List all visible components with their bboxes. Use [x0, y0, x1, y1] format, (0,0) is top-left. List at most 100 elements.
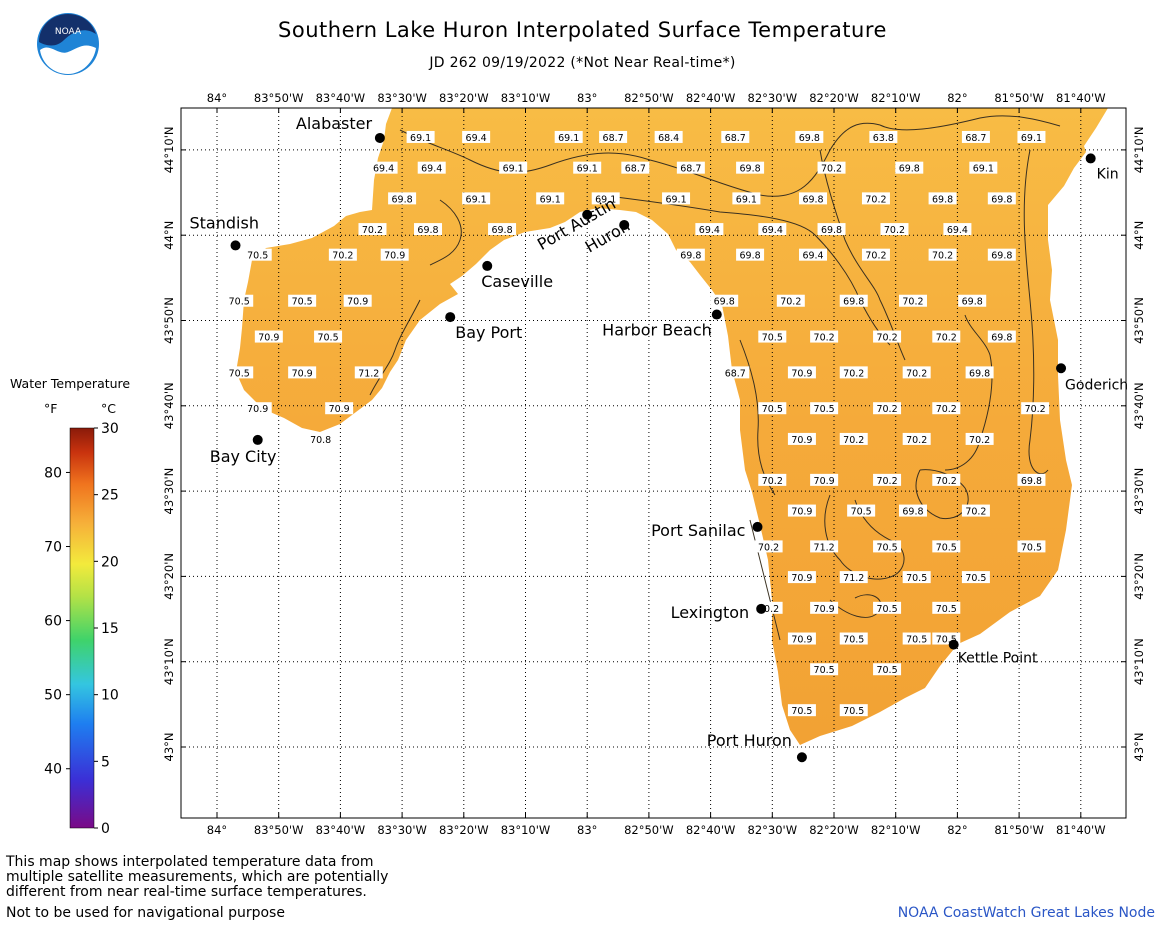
temperature-value: 69.8: [987, 248, 1016, 262]
legend-f-label: 80: [44, 465, 62, 481]
value-text: 70.2: [936, 476, 957, 487]
logo-text: NOAA: [55, 27, 82, 37]
temperature-value: 70.5: [314, 330, 343, 344]
value-text: 70.5: [791, 706, 812, 717]
value-box: [969, 161, 998, 174]
value-text: 69.4: [802, 251, 823, 262]
place-marker: Goderich: [1056, 363, 1128, 393]
temperature-value: 69.4: [695, 223, 724, 236]
value-box: [314, 330, 343, 343]
value-box: [932, 540, 961, 553]
value-box: [861, 248, 890, 261]
value-text: 69.8: [932, 194, 953, 205]
lon-label-top: 82°10'W: [871, 91, 921, 105]
value-box: [388, 192, 417, 205]
temperature-value: 70.5: [932, 540, 961, 553]
value-box: [861, 192, 890, 205]
temperature-value: 70.5: [902, 571, 931, 584]
value-box: [839, 571, 868, 584]
value-box: [254, 330, 283, 343]
value-text: 70.9: [347, 297, 368, 308]
value-text: 70.2: [876, 404, 897, 415]
contour-line: [944, 314, 993, 471]
value-box: [676, 248, 705, 261]
place-label: Lexington: [671, 603, 750, 622]
value-text: 70.9: [292, 368, 313, 379]
axis-ticks: 84° 84° 83°50'W 83°50'W 83°40'W 83°40'W 83°30'…: [162, 91, 1146, 837]
lon-label-bottom: 82°40'W: [686, 823, 736, 837]
value-text: 70.9: [791, 573, 812, 584]
temperature-value: 69.8: [1017, 473, 1046, 487]
lat-label-left: 43°50'N: [162, 297, 176, 344]
value-box: [787, 704, 816, 717]
value-text: 70.5: [814, 404, 835, 415]
value-text: 69.1: [1021, 133, 1042, 144]
value-box: [758, 223, 787, 236]
value-box: [810, 330, 839, 343]
lon-label-bottom: 82°: [947, 823, 967, 837]
place-dot: [1085, 153, 1096, 164]
value-box: [799, 248, 828, 261]
value-box: [1021, 402, 1050, 415]
value-box: [810, 402, 839, 415]
value-box: [417, 161, 446, 174]
place-dot: [948, 639, 959, 650]
lon-label-top: 82°20'W: [809, 91, 859, 105]
contour-line: [749, 519, 781, 641]
temperature-value: 70.5: [810, 402, 839, 415]
value-text: 69.1: [973, 164, 994, 175]
lat-label-left: 44°10'N: [162, 127, 176, 174]
place-marker: Lexington: [671, 603, 767, 622]
temperature-value: 70.2: [873, 330, 902, 344]
temperature-value: 68.7: [721, 130, 750, 144]
value-box: [943, 223, 972, 236]
temperature-value: 68.7: [721, 366, 750, 379]
value-box: [873, 601, 902, 614]
value-box: [817, 223, 846, 236]
temperature-value: 69.4: [943, 223, 972, 236]
value-box: [932, 601, 961, 614]
temperature-value: 68.7: [599, 130, 628, 144]
temperature-value: 68.7: [676, 161, 705, 175]
value-text: 69.8: [902, 507, 923, 518]
value-text: 69.8: [821, 225, 842, 236]
value-text: 70.5: [292, 297, 313, 308]
map-note-line-3: different from near real-time surface te…: [6, 884, 367, 900]
value-box: [406, 130, 435, 143]
temperature-value: 70.5: [1017, 540, 1046, 553]
value-box: [328, 248, 357, 261]
place-marker: Harbor Beach: [602, 309, 722, 340]
lat-label-right: 43°10'N: [1132, 638, 1146, 685]
place-label: Alabaster: [296, 114, 373, 133]
value-box: [810, 663, 839, 676]
value-text: 71.2: [358, 368, 379, 379]
place-marker: Port Sanilac: [651, 521, 763, 540]
temperature-value: 70.5: [758, 402, 787, 415]
temperature-value: 70.9: [254, 330, 283, 344]
value-text: 68.7: [680, 164, 701, 175]
temperature-value: 70.2: [932, 402, 961, 415]
value-text: 70.2: [814, 333, 835, 344]
value-box: [288, 366, 317, 379]
value-box: [839, 704, 868, 717]
value-box: [1017, 130, 1046, 143]
lon-label-top: 84°: [207, 91, 227, 105]
value-text: 69.8: [680, 251, 701, 262]
value-text: 69.1: [466, 194, 487, 205]
value-text: 70.5: [906, 573, 927, 584]
value-box: [676, 161, 705, 174]
value-text: 70.5: [851, 507, 872, 518]
lat-label-left: 43°20'N: [162, 553, 176, 600]
temperature-value: 70.2: [817, 161, 846, 175]
temperature-value: 70.5: [243, 248, 272, 262]
credit-link[interactable]: NOAA CoastWatch Great Lakes Node: [897, 905, 1155, 921]
place-marker: Standish: [190, 213, 259, 251]
temperature-value: 70.5: [932, 601, 961, 615]
value-text: 70.2: [780, 297, 801, 308]
value-box: [369, 161, 398, 174]
lon-label-bottom: 81°50'W: [994, 823, 1044, 837]
lat-label-right: 44°10'N: [1132, 127, 1146, 174]
value-text: 70.2: [332, 251, 353, 262]
value-text: 70.9: [814, 476, 835, 487]
value-text: 70.2: [758, 604, 779, 615]
